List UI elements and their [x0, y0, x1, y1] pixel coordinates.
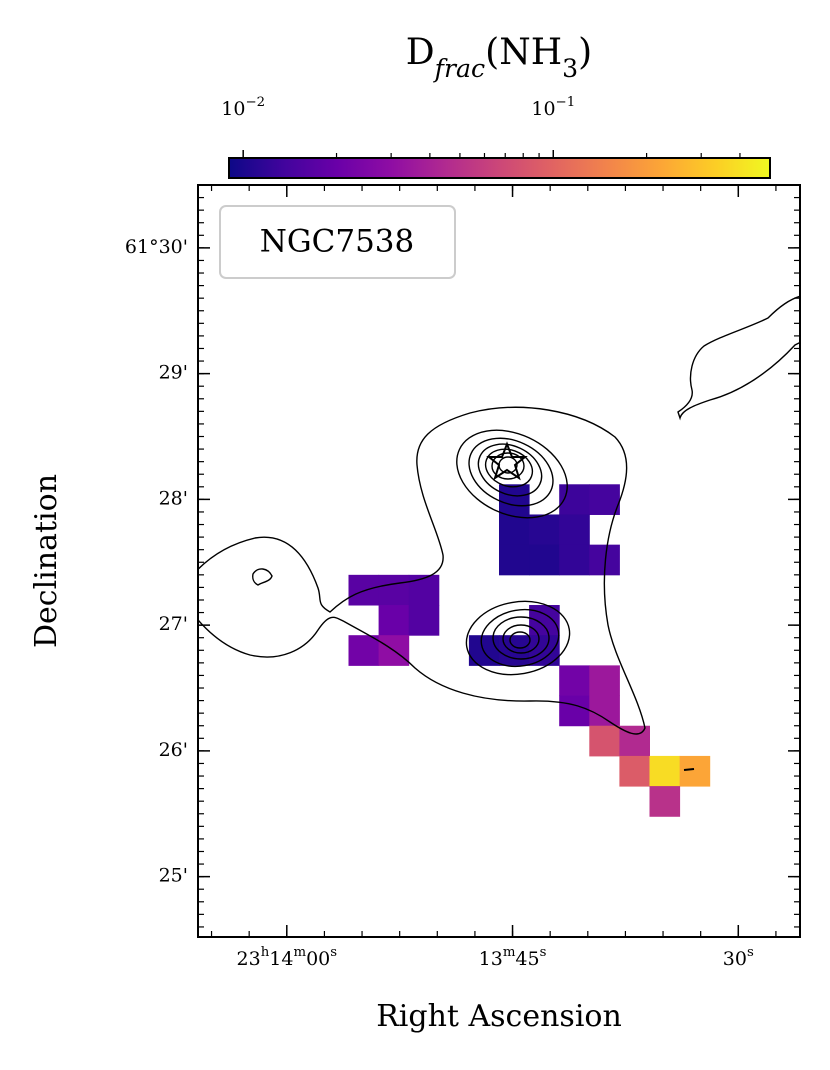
contour — [468, 437, 554, 507]
y-tick-label: 27' — [159, 613, 188, 635]
text-part: h — [261, 945, 270, 960]
colorbar-tick-label: 10−1 — [531, 95, 575, 120]
text-part: 23 — [237, 948, 261, 970]
text-part: frac — [433, 54, 486, 83]
text-part: −1 — [556, 95, 576, 110]
star-marker — [486, 441, 528, 481]
cell — [529, 544, 560, 576]
y-tick-label: 26' — [159, 739, 188, 761]
text-part: 45 — [515, 948, 539, 970]
text-part: 10 — [221, 98, 245, 120]
text-part: (NH — [485, 32, 562, 73]
heatmap — [348, 484, 711, 817]
y-axis-label: Declination — [29, 474, 64, 648]
text-part: 00 — [306, 948, 330, 970]
contour — [509, 631, 531, 649]
cell — [408, 574, 440, 606]
y-tick-label: 28' — [159, 487, 188, 509]
text-part: −2 — [245, 95, 265, 110]
contour — [480, 608, 560, 668]
colorbar-ticks: 10−2 10−1 — [221, 95, 741, 158]
cell — [348, 635, 380, 666]
contour — [492, 616, 550, 660]
text-part: 10 — [531, 98, 555, 120]
y-tick-label: 29' — [159, 362, 188, 384]
field-label: NGC7538 — [260, 224, 415, 260]
x-tick-label: 23h14m00s — [237, 945, 338, 970]
cell — [559, 695, 590, 727]
y-tick-label: 25' — [159, 865, 188, 887]
text-part: 3 — [562, 54, 578, 83]
cell — [499, 484, 530, 515]
colorbar-title: Dfrac(NH3) — [406, 32, 592, 83]
contour — [477, 443, 543, 497]
contour — [198, 406, 646, 735]
text-part: m — [293, 945, 306, 960]
cell — [589, 665, 620, 697]
cell — [529, 514, 560, 546]
text-part: m — [503, 945, 516, 960]
label-box — [219, 205, 456, 279]
y-tick-label: 61°30' — [125, 236, 188, 258]
x-axis-label: Right Ascension — [376, 999, 622, 1034]
cell — [499, 544, 530, 576]
text-part: s — [540, 945, 547, 960]
text-part: D — [406, 32, 435, 73]
contour — [252, 568, 273, 586]
cell — [589, 725, 620, 757]
contour — [491, 452, 525, 480]
cell — [589, 695, 620, 727]
contour — [502, 624, 540, 654]
contour — [484, 448, 534, 488]
x-tick-label: 13m45s — [479, 945, 547, 970]
cell — [499, 635, 530, 666]
cell — [559, 514, 590, 546]
cell — [649, 755, 681, 787]
colorbar — [228, 157, 771, 179]
cell — [679, 755, 711, 787]
contour — [465, 600, 571, 676]
cell — [619, 755, 650, 787]
cell — [649, 786, 681, 817]
text-part: 13 — [479, 948, 503, 970]
text-part: ) — [578, 32, 592, 73]
cell — [559, 544, 590, 576]
contour — [683, 768, 695, 771]
contours — [198, 295, 800, 771]
colorbar-tick-label: 10−2 — [221, 95, 265, 120]
text-part: s — [330, 945, 337, 960]
contour — [456, 429, 568, 519]
text-part: 30 — [723, 948, 747, 970]
cell — [408, 605, 440, 636]
x-tick-label: 30s — [723, 945, 754, 970]
text-part: s — [747, 945, 754, 960]
text-part: 14 — [269, 948, 293, 970]
cell — [378, 574, 410, 606]
plot-frame — [197, 184, 801, 938]
cell — [559, 665, 590, 697]
cell — [378, 605, 410, 636]
cell — [589, 484, 620, 515]
contour — [677, 295, 800, 421]
cell — [499, 514, 530, 546]
